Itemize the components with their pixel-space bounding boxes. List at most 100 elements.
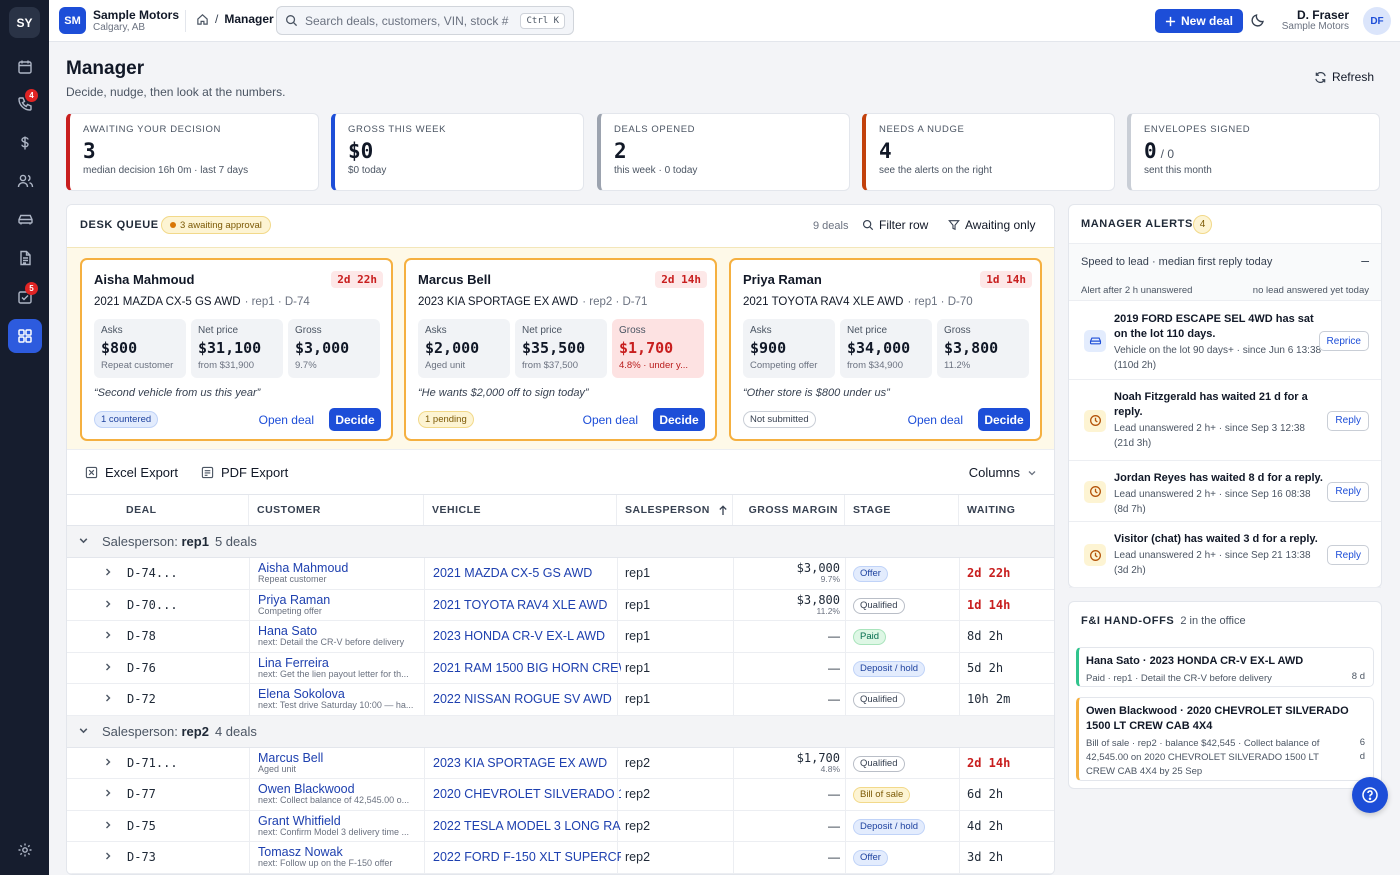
customer-name[interactable]: Priya Raman (743, 272, 822, 287)
table-row[interactable]: D-78 Hana Sato next: Detail the CR-V befor… (67, 621, 1054, 653)
customer-link[interactable]: Elena Sokolova (258, 687, 345, 701)
deal-id[interactable]: D-78 (127, 629, 156, 643)
deal-id[interactable]: D-75 (127, 818, 156, 833)
vehicle-link[interactable]: 2022 FORD F-150 XLT SUPERCR (433, 850, 621, 864)
alert-action-button[interactable]: Reprice (1318, 331, 1369, 351)
chevron-right-icon[interactable] (103, 819, 113, 834)
nav-inventory[interactable] (8, 203, 42, 237)
kpi-card[interactable]: ENVELOPES SIGNED 0/ 0 sent this month (1127, 113, 1380, 191)
chevron-down-icon[interactable] (78, 725, 89, 739)
speed-collapse-button[interactable]: – (1361, 252, 1369, 268)
moon-icon[interactable] (1250, 12, 1266, 28)
group-row[interactable]: Salesperson: rep2 4 deals (67, 715, 1054, 748)
fni-card[interactable]: Hana Sato · 2023 HONDA CR-V EX-L AWD Paid… (1076, 647, 1374, 687)
deal-id[interactable]: D-74... (127, 566, 178, 580)
chevron-right-icon[interactable] (103, 661, 113, 676)
vehicle-link[interactable]: 2021 TOYOTA RAV4 XLE AWD (433, 597, 608, 612)
customer-link[interactable]: Priya Raman (258, 592, 331, 607)
deal-id[interactable]: D-76 (127, 660, 156, 675)
fni-card[interactable]: Owen Blackwood · 2020 CHEVROLET SILVERAD… (1076, 697, 1374, 781)
filter-row-button[interactable]: Filter row (862, 218, 928, 232)
vehicle-link[interactable]: 2021 MAZDA CX-5 GS AWD (433, 566, 593, 580)
alert-action-button[interactable]: Reply (1327, 410, 1369, 431)
chevron-right-icon[interactable] (103, 566, 113, 581)
nav-finance[interactable] (8, 126, 42, 160)
group-row[interactable]: Salesperson: rep1 5 deals (67, 526, 1054, 558)
col-salesperson[interactable]: SALESPERSON (617, 495, 733, 525)
kpi-card[interactable]: GROSS THIS WEEK $0 $0 today (331, 113, 584, 191)
customer-link[interactable]: Owen Blackwood (258, 782, 355, 796)
col-gross-margin[interactable]: GROSS MARGIN (733, 495, 845, 525)
nav-calls[interactable]: 4 (8, 87, 42, 121)
desk-card[interactable]: Marcus Bell 2d 14h 2023 KIA SPORTAGE EX AW… (404, 258, 717, 441)
decide-button[interactable]: Decide (329, 408, 381, 431)
deal-id[interactable]: D-73 (127, 850, 156, 864)
alert-action-button[interactable]: Reply (1327, 545, 1369, 565)
nav-customers[interactable] (8, 164, 42, 198)
kpi-card[interactable]: NEEDS A NUDGE 4 see the alerts on the righ… (862, 113, 1115, 191)
table-row[interactable]: D-73 Tomasz Nowak next: Follow up on the F… (67, 842, 1054, 874)
col-deal[interactable]: DEAL (118, 495, 249, 525)
chevron-right-icon[interactable] (103, 629, 113, 644)
nav-settings[interactable] (8, 833, 42, 867)
alert-action-button[interactable]: Reply (1327, 481, 1369, 502)
vehicle-link[interactable]: 2023 HONDA CR-V EX-L AWD (433, 629, 606, 643)
open-deal-link[interactable]: Open deal (258, 413, 314, 427)
open-deal-link[interactable]: Open deal (907, 413, 963, 427)
table-row[interactable]: D-71... Marcus Bell Aged unit 2023 KIA SPOR… (67, 747, 1054, 779)
decide-button[interactable]: Decide (978, 408, 1030, 431)
customer-link[interactable]: Aisha Mahmoud (258, 561, 349, 575)
customer-link[interactable]: Tomasz Nowak (258, 845, 343, 859)
vehicle-link[interactable]: 2022 TESLA MODEL 3 LONG RA (433, 818, 621, 833)
table-row[interactable]: D-72 Elena Sokolova next: Test drive Satur… (67, 684, 1054, 716)
kpi-card[interactable]: DEALS OPENED 2 this week · 0 today (597, 113, 850, 191)
deal-id[interactable]: D-72 (127, 692, 156, 706)
desk-card[interactable]: Priya Raman 1d 14h 2021 TOYOTA RAV4 XLE AW… (729, 258, 1042, 441)
chevron-right-icon[interactable] (103, 692, 113, 707)
chevron-right-icon[interactable] (103, 787, 113, 802)
deal-id[interactable]: D-77 (127, 787, 156, 801)
customer-link[interactable]: Grant Whitfield (258, 813, 341, 828)
org-logo[interactable]: SM (59, 7, 86, 34)
col-customer[interactable]: CUSTOMER (249, 495, 424, 525)
avatar[interactable]: DF (1363, 7, 1391, 35)
customer-link[interactable]: Lina Ferreira (258, 655, 329, 670)
table-row[interactable]: D-74... Aisha Mahmoud Repeat customer 2021 … (67, 558, 1054, 590)
decide-button[interactable]: Decide (653, 408, 705, 431)
desk-card[interactable]: Aisha Mahmoud 2d 22h 2021 MAZDA CX-5 GS AW… (80, 258, 393, 441)
table-row[interactable]: D-75 Grant Whitfield next: Confirm Model 3… (67, 810, 1054, 842)
vehicle-link[interactable]: 2020 CHEVROLET SILVERADO 1 (433, 787, 621, 801)
customer-link[interactable]: Marcus Bell (258, 750, 324, 765)
pdf-export-button[interactable]: PDF Export (201, 465, 288, 480)
vehicle-link[interactable]: 2022 NISSAN ROGUE SV AWD (433, 692, 612, 706)
table-row[interactable]: D-70... Priya Raman Competing offer 2021 TO… (67, 589, 1054, 621)
columns-button[interactable]: Columns (969, 465, 1037, 480)
open-deal-link[interactable]: Open deal (582, 413, 638, 427)
nav-manager[interactable] (8, 319, 42, 353)
global-search[interactable]: Ctrl K (276, 6, 574, 35)
table-row[interactable]: D-76 Lina Ferreira next: Get the lien payo… (67, 652, 1054, 684)
customer-name[interactable]: Marcus Bell (418, 272, 491, 287)
refresh-button[interactable]: Refresh (1314, 70, 1374, 84)
excel-export-button[interactable]: Excel Export (85, 465, 178, 480)
col-vehicle[interactable]: VEHICLE (424, 495, 617, 525)
nav-tasks[interactable]: 5 (8, 280, 42, 314)
col-stage[interactable]: STAGE (845, 495, 959, 525)
help-button[interactable] (1352, 777, 1388, 813)
vehicle-link[interactable]: 2021 RAM 1500 BIG HORN CREW (433, 660, 621, 675)
chevron-down-icon[interactable] (78, 535, 89, 549)
kpi-card[interactable]: AWAITING YOUR DECISION 3 median decision 1… (66, 113, 319, 191)
col-waiting[interactable]: WAITING (967, 504, 1016, 516)
new-deal-button[interactable]: New deal (1155, 9, 1244, 33)
chevron-right-icon[interactable] (103, 850, 113, 865)
table-row[interactable]: D-77 Owen Blackwood next: Collect balance … (67, 779, 1054, 811)
awaiting-only-toggle[interactable]: Awaiting only (948, 218, 1036, 232)
chevron-right-icon[interactable] (103, 598, 113, 613)
nav-calendar[interactable] (8, 50, 42, 84)
deal-id[interactable]: D-70... (127, 597, 178, 612)
customer-name[interactable]: Aisha Mahmoud (94, 272, 195, 287)
customer-link[interactable]: Hana Sato (258, 624, 318, 638)
workspace-logo[interactable]: SY (9, 7, 40, 38)
vehicle-link[interactable]: 2023 KIA SPORTAGE EX AWD (433, 755, 608, 770)
chevron-right-icon[interactable] (103, 756, 113, 771)
